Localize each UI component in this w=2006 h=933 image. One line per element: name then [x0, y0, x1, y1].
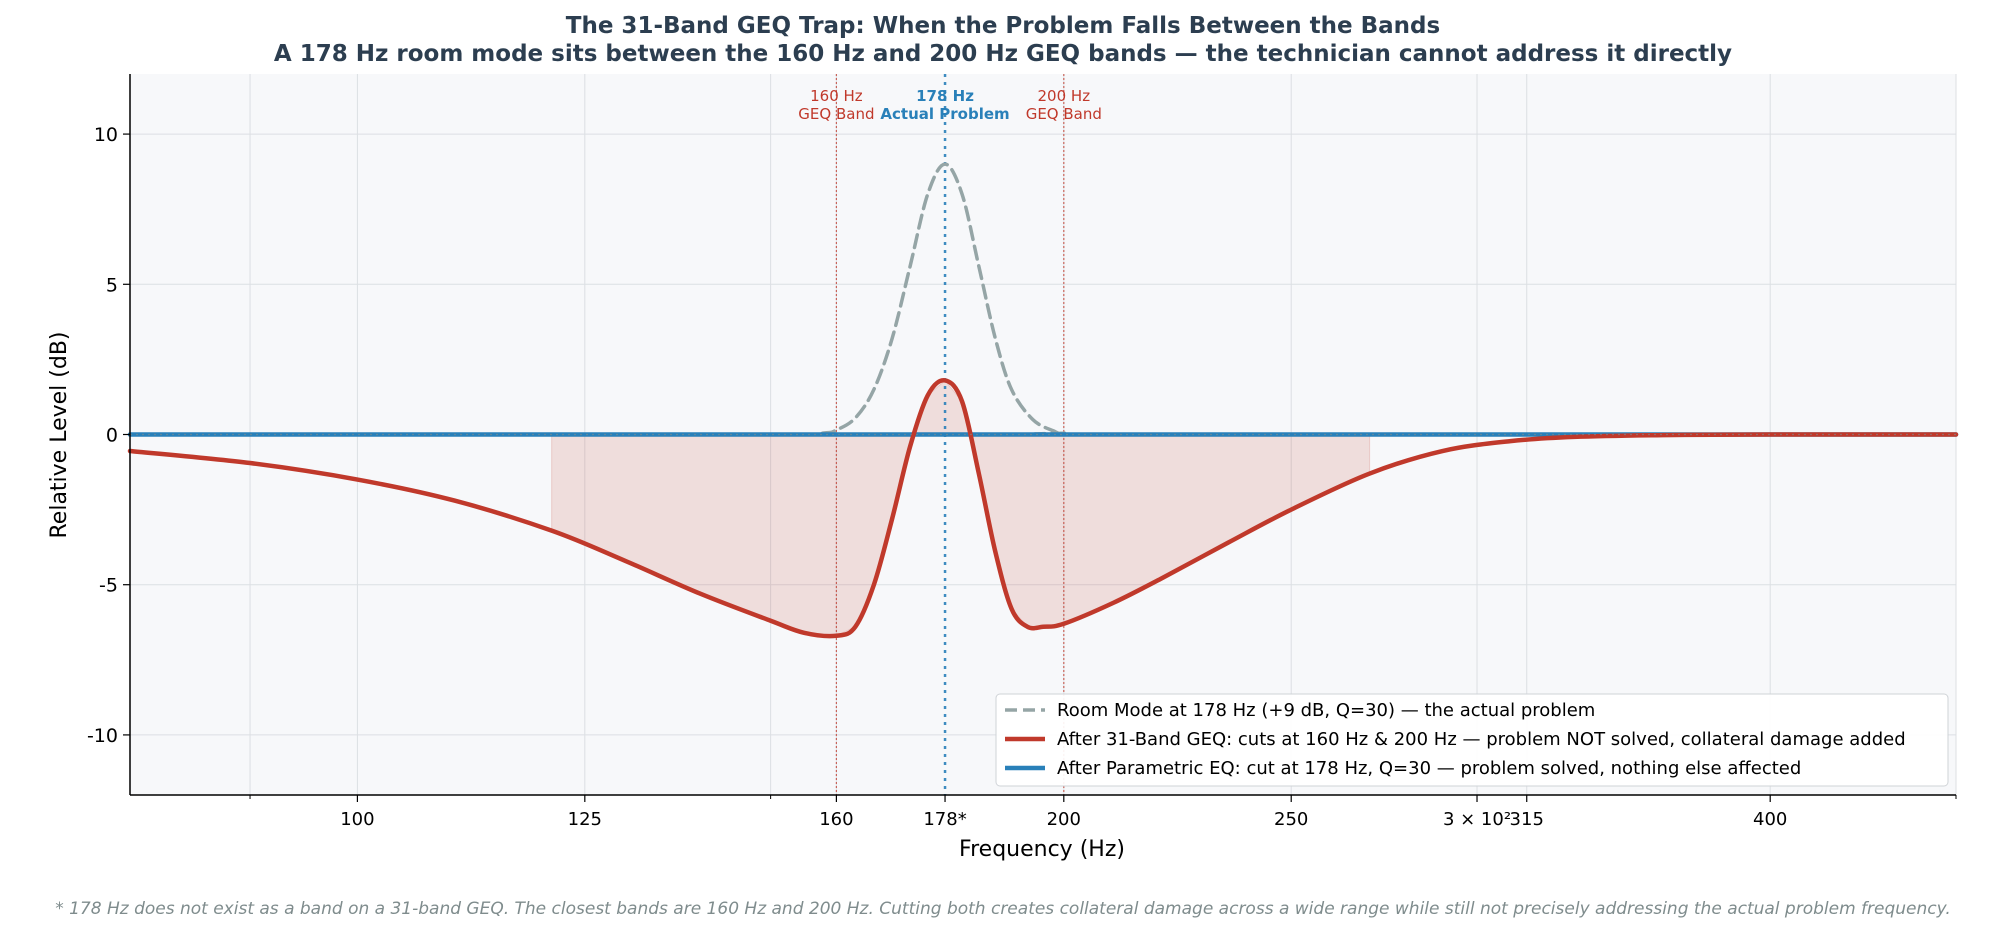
x-tick-label: 160	[819, 809, 853, 830]
legend-box	[995, 693, 1949, 787]
x-tick-label: 200	[1047, 809, 1081, 830]
reference-label-top: 160 Hz	[810, 87, 863, 105]
footnote: * 178 Hz does not exist as a band on a 3…	[55, 899, 1951, 919]
y-tick-label: 10	[94, 124, 118, 146]
reference-label-bottom: Actual Problem	[880, 105, 1009, 123]
series-lines	[127, 162, 1959, 639]
x-tick-label: 400	[1753, 809, 1787, 830]
legend-item: After 31-Band GEQ: cuts at 160 Hz & 200 …	[1057, 729, 1906, 750]
reference-label-top: 178 Hz	[916, 87, 974, 105]
y-tick-label: -10	[87, 725, 118, 747]
x-tick-label: 3 × 10²	[1443, 809, 1511, 830]
series-line-geq	[127, 378, 1959, 639]
chart-title: The 31-Band GEQ Trap: When the Problem F…	[566, 13, 1440, 39]
y-tick-label: 5	[106, 274, 118, 296]
x-tick-label: 315	[1510, 809, 1544, 830]
chart-subtitle: A 178 Hz room mode sits between the 160 …	[274, 41, 1732, 67]
reference-label-top: 200 Hz	[1038, 87, 1091, 105]
legend-item: After Parametric EQ: cut at 178 Hz, Q=30…	[1057, 758, 1801, 779]
x-tick-label: 100	[340, 809, 374, 830]
legend-item: Room Mode at 178 Hz (+9 dB, Q=30) — the …	[1057, 700, 1595, 721]
reference-label-bottom: GEQ Band	[1026, 105, 1102, 123]
x-tick-label: 250	[1274, 809, 1308, 830]
x-tick-label: 125	[568, 809, 602, 830]
legend: Room Mode at 178 Hz (+9 dB, Q=30) — the …	[995, 693, 1949, 787]
reference-label-bottom: GEQ Band	[798, 105, 874, 123]
y-tick-label: -5	[99, 575, 118, 597]
y-axis-label: Relative Level (dB)	[47, 331, 72, 538]
x-tick-label: 178*	[923, 809, 966, 830]
x-axis-label: Frequency (Hz)	[959, 837, 1125, 862]
y-tick-label: 0	[106, 425, 118, 447]
